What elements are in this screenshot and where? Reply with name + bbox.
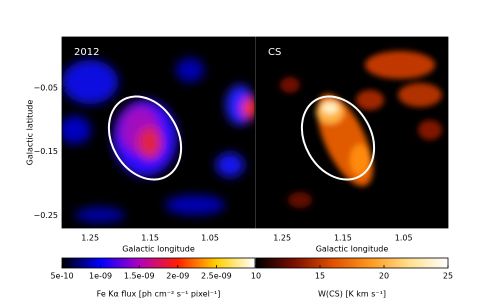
x-tick-label: 1.25 bbox=[81, 234, 99, 243]
map-image: CS bbox=[256, 37, 448, 228]
colorbar-tick-label: 2.5e-09 bbox=[201, 272, 232, 281]
y-axis-label: Galactic latitude bbox=[26, 100, 35, 166]
colorbar-tick-label: 25 bbox=[443, 272, 453, 281]
x-tick-label: 1.15 bbox=[334, 234, 352, 243]
panel-label: 2012 bbox=[74, 47, 99, 58]
y-tick-label: −0.15 bbox=[33, 147, 58, 156]
region-ellipse bbox=[300, 95, 376, 181]
colorbar-label: W(CS) [K km s⁻¹] bbox=[318, 290, 386, 299]
x-tick-label: 1.05 bbox=[395, 234, 413, 243]
colorbar-tick-label: 5e-10 bbox=[50, 272, 73, 281]
region-ellipse bbox=[107, 95, 183, 181]
colorbar-tick-label: 10 bbox=[251, 272, 261, 281]
y-tick-label: −0.05 bbox=[33, 83, 58, 92]
colorbar-tick-label: 20 bbox=[379, 272, 389, 281]
axes-frame bbox=[255, 36, 449, 229]
panel-label: CS bbox=[268, 47, 281, 58]
map-image: 2012 bbox=[62, 37, 255, 228]
x-tick-label: 1.05 bbox=[201, 234, 219, 243]
x-axis-label: Galactic longitude bbox=[122, 245, 195, 254]
x-axis-label: Galactic longitude bbox=[316, 245, 389, 254]
colorbar-tick-label: 1.5e-09 bbox=[124, 272, 155, 281]
axes-frame bbox=[61, 36, 256, 229]
y-tick-label: −0.25 bbox=[33, 211, 58, 220]
x-tick-label: 1.25 bbox=[273, 234, 291, 243]
colorbar bbox=[255, 257, 449, 269]
colorbar bbox=[61, 257, 256, 269]
colorbar-tick-label: 15 bbox=[315, 272, 325, 281]
colorbar-label: Fe Kα flux [ph cm⁻² s⁻¹ pixel⁻¹] bbox=[97, 290, 221, 299]
colorbar-tick-label: 2e-09 bbox=[166, 272, 189, 281]
x-tick-label: 1.15 bbox=[141, 234, 159, 243]
colorbar-tick-label: 1e-09 bbox=[89, 272, 112, 281]
